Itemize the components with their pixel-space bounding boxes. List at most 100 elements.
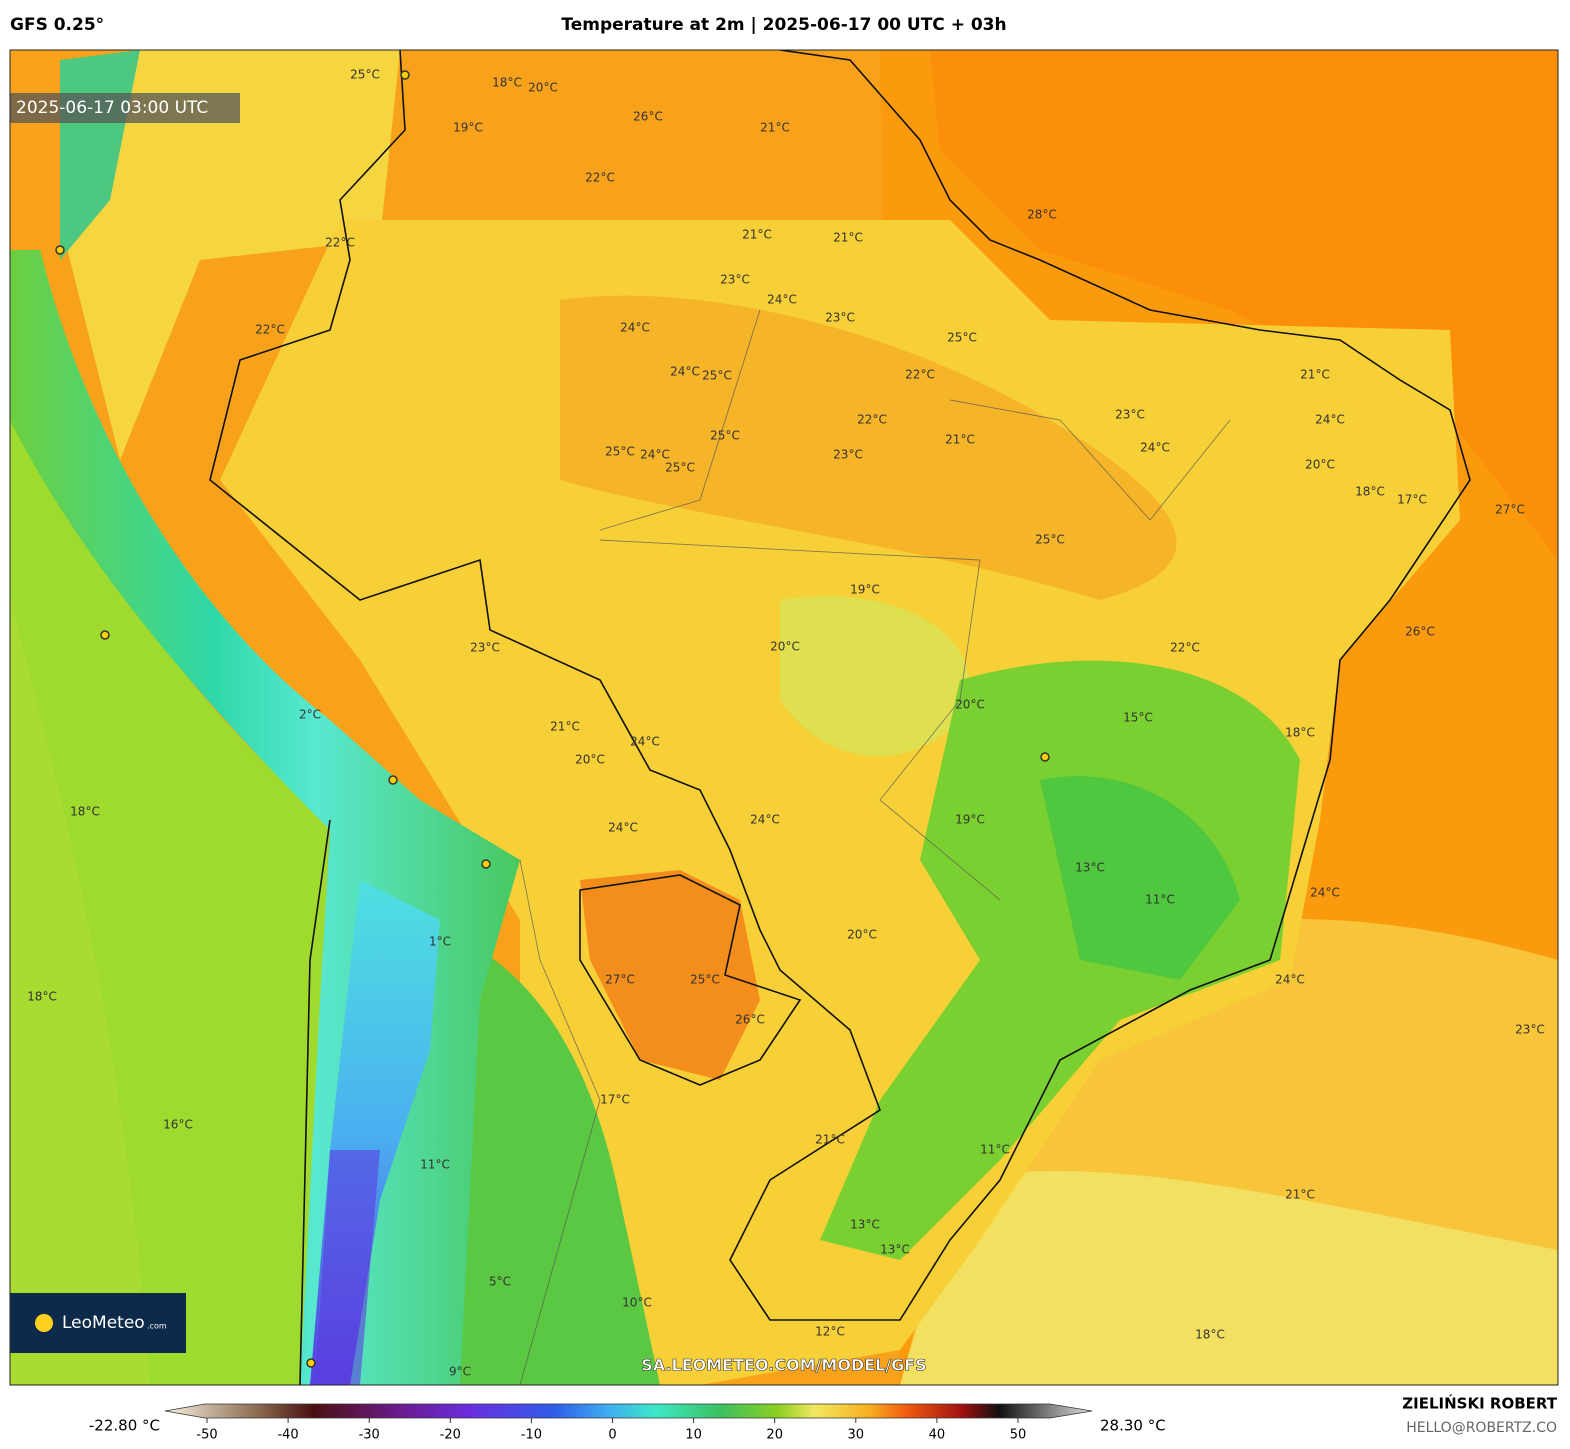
contour-label: 20°C [528,81,558,95]
contour-label: 25°C [947,331,977,345]
watermark: SA.LEOMETEO.COM/MODEL/GFS [641,1356,927,1375]
contour-label: 21°C [550,720,580,734]
contour-label: 21°C [1285,1188,1315,1202]
map-title: Temperature at 2m | 2025-06-17 00 UTC + … [561,15,1006,35]
contour-label: 17°C [600,1093,630,1107]
contour-label: 25°C [605,445,635,459]
colorbar-tick-label: 0 [608,1428,616,1443]
contour-label: 21°C [1300,368,1330,382]
colorbar-tick-label: -50 [196,1428,217,1443]
contour-label: 23°C [833,448,863,462]
contour-label: 25°C [665,461,695,475]
contour-label: 13°C [880,1243,910,1257]
model-label: GFS 0.25° [10,15,104,35]
contour-label: 24°C [767,293,797,307]
contour-label: 18°C [492,76,522,90]
contour-label: 23°C [720,273,750,287]
contour-label: 16°C [163,1118,193,1132]
contour-label: 25°C [350,68,380,82]
contour-label: 20°C [575,753,605,767]
contour-label: 27°C [1495,503,1525,517]
contour-label: 11°C [980,1143,1010,1157]
contour-label: 11°C [420,1158,450,1172]
contour-label: 25°C [710,429,740,443]
contour-label: 24°C [750,813,780,827]
contour-label: 24°C [1315,413,1345,427]
contour-label: 20°C [1305,458,1335,472]
contour-label: 24°C [1310,886,1340,900]
map: 25°C 18°C 20°C 19°C 26°C 21°C 22°C 21°C 21°C 28°C… [10,50,1558,1385]
logo: LeoMeteo [62,1313,145,1333]
contour-label: 15°C [1123,711,1153,725]
contour-label: 18°C [27,990,57,1004]
colorbar-tick-label: 10 [685,1428,702,1443]
colorbar-max: 28.30 °C [1100,1417,1166,1435]
contour-label: 22°C [905,368,935,382]
contour-label: 24°C [1140,441,1170,455]
colorbar-tick-label: -40 [277,1428,298,1443]
colorbar-tick-label: -10 [521,1428,542,1443]
contour-label: 10°C [622,1296,652,1310]
contour-label: 18°C [1285,726,1315,740]
contour-label: 25°C [702,369,732,383]
contour-label: 19°C [955,813,985,827]
colorbar-tick-label: 20 [766,1428,783,1443]
contour-label: 21°C [815,1133,845,1147]
contour-label: 23°C [1515,1023,1545,1037]
contour-label: 1°C [429,935,451,949]
contour-label: 2°C [299,708,321,722]
contour-label: 26°C [633,110,663,124]
contour-label: 24°C [670,365,700,379]
contour-label: 22°C [325,236,355,250]
contour-label: 21°C [945,433,975,447]
logo-suffix: .com [147,1322,167,1331]
colorbar-tick-label: -30 [359,1428,380,1443]
contour-label: 9°C [449,1365,471,1379]
contour-label: 24°C [608,821,638,835]
timestamp: 2025-06-17 03:00 UTC [16,98,208,118]
contour-label: 28°C [1027,208,1057,222]
colorbar-ticks: -50 -40 -30 -20 -10 0 10 20 30 40 50 [196,1418,1026,1443]
contour-label: 25°C [1035,533,1065,547]
contour-label: 18°C [1355,485,1385,499]
contour-label: 21°C [833,231,863,245]
contour-label: 22°C [857,413,887,427]
contour-label: 26°C [1405,625,1435,639]
contour-label: 27°C [605,973,635,987]
contour-label: 18°C [1195,1328,1225,1342]
colorbar [164,1403,1093,1419]
contour-label: 24°C [630,735,660,749]
email: HELLO@ROBERTZ.CO [1406,1420,1557,1436]
contour-label: 22°C [585,171,615,185]
contour-label: 22°C [1170,641,1200,655]
contour-label: 24°C [640,448,670,462]
contour-label: 21°C [742,228,772,242]
contour-label: 13°C [850,1218,880,1232]
contour-label: 22°C [255,323,285,337]
contour-label: 25°C [690,973,720,987]
contour-label: 11°C [1145,893,1175,907]
contour-label: 12°C [815,1325,845,1339]
author: ZIELIŃSKI ROBERT [1402,1394,1557,1413]
contour-label: 23°C [470,641,500,655]
contour-label: 21°C [760,121,790,135]
contour-label: 23°C [825,311,855,325]
contour-label: 19°C [453,121,483,135]
contour-label: 23°C [1115,408,1145,422]
colorbar-tick-label: -20 [440,1428,461,1443]
contour-label: 17°C [1397,493,1427,507]
contour-label: 5°C [489,1275,511,1289]
contour-label: 19°C [850,583,880,597]
map-frame [9,49,1559,1386]
colorbar-tick-label: 50 [1010,1428,1027,1443]
contour-labels: 25°C 18°C 20°C 19°C 26°C 21°C 22°C 21°C 21°C 28°C… [27,68,1545,1379]
colorbar-tick-label: 30 [848,1428,865,1443]
colorbar-min: -22.80 °C [89,1417,160,1435]
contour-label: 20°C [847,928,877,942]
contour-label: 20°C [770,640,800,654]
contour-label: 13°C [1075,861,1105,875]
colorbar-tick-label: 40 [929,1428,946,1443]
contour-label: 24°C [1275,973,1305,987]
contour-label: 20°C [955,698,985,712]
